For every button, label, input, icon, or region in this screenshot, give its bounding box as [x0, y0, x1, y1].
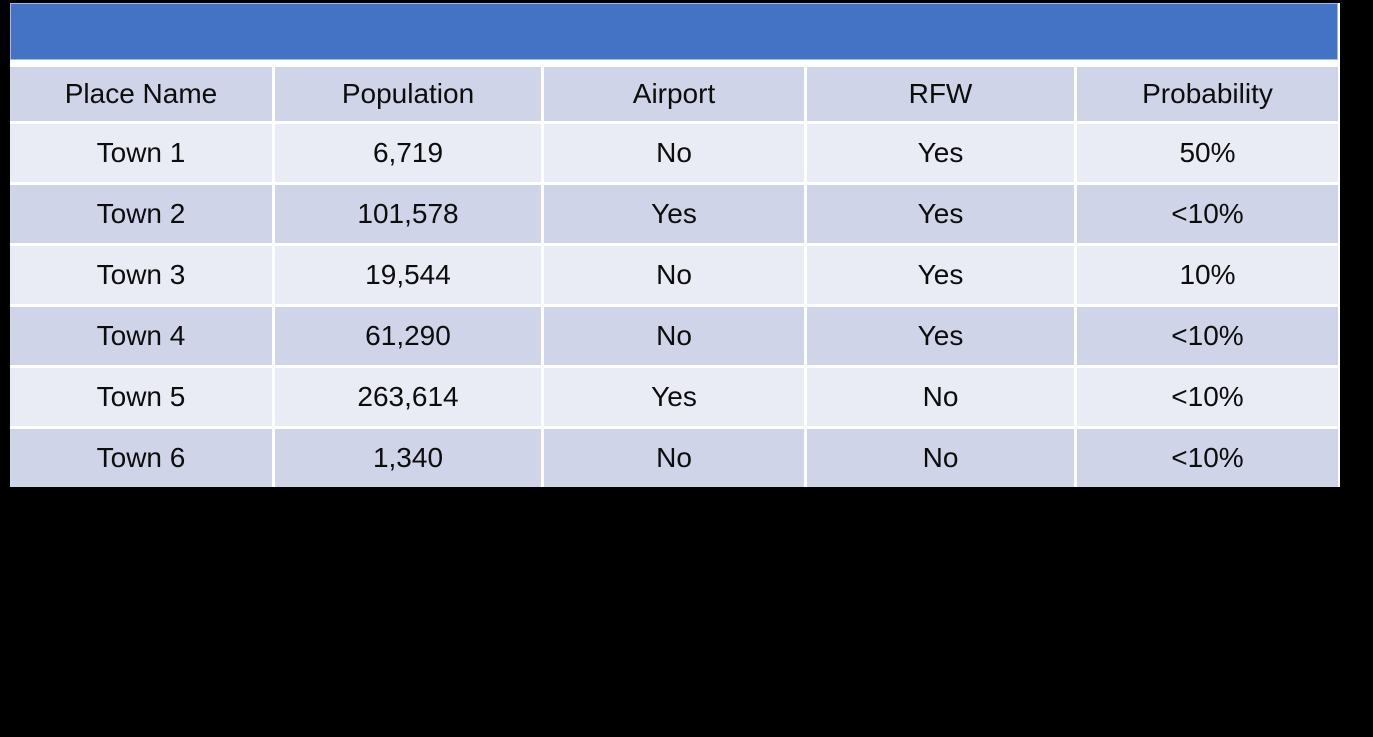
table-cell: <10% — [1077, 307, 1338, 365]
column-header-airport: Airport — [544, 67, 804, 121]
data-table: Place Name Population Airport RFW Probab… — [10, 3, 1340, 487]
table-cell: No — [807, 368, 1074, 426]
table-cell: Town 2 — [10, 185, 272, 243]
table-cell: 19,544 — [275, 246, 541, 304]
table-cell: Yes — [544, 368, 804, 426]
table-cell: Town 6 — [10, 429, 272, 487]
table-cell: Yes — [807, 185, 1074, 243]
table-cell: Town 4 — [10, 307, 272, 365]
table-cell: 263,614 — [275, 368, 541, 426]
table-cell: Yes — [807, 246, 1074, 304]
table-cell: No — [544, 246, 804, 304]
table-cell: Town 3 — [10, 246, 272, 304]
table-cell: Yes — [544, 185, 804, 243]
table-cell: No — [544, 124, 804, 182]
table-cell: Town 5 — [10, 368, 272, 426]
table-title-banner — [10, 3, 1338, 60]
column-header-place-name: Place Name — [10, 67, 272, 121]
table-cell: <10% — [1077, 368, 1338, 426]
table-cell: Yes — [807, 307, 1074, 365]
table-cell: <10% — [1077, 185, 1338, 243]
table-cell: No — [544, 429, 804, 487]
table-cell: 1,340 — [275, 429, 541, 487]
table-cell: Yes — [807, 124, 1074, 182]
table-cell: <10% — [1077, 429, 1338, 487]
table-cell: 6,719 — [275, 124, 541, 182]
table-cell: 61,290 — [275, 307, 541, 365]
column-header-rfw: RFW — [807, 67, 1074, 121]
table-cell: 10% — [1077, 246, 1338, 304]
table-cell: 50% — [1077, 124, 1338, 182]
table-cell: No — [544, 307, 804, 365]
table-cell: No — [807, 429, 1074, 487]
table-cell: Town 1 — [10, 124, 272, 182]
column-header-probability: Probability — [1077, 67, 1338, 121]
table-cell: 101,578 — [275, 185, 541, 243]
column-header-population: Population — [275, 67, 541, 121]
